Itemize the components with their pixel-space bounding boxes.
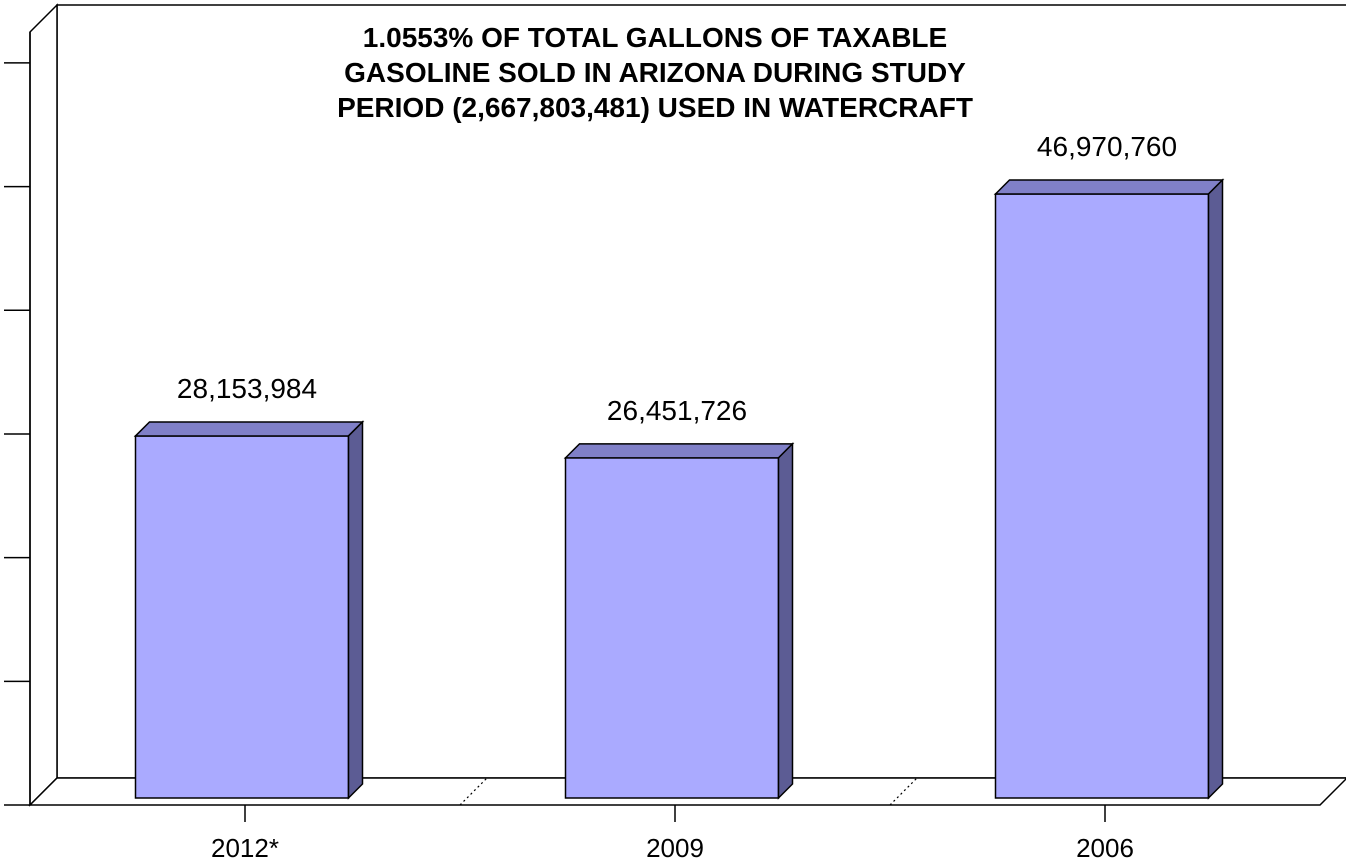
bar-top (563, 443, 795, 459)
bar (993, 178, 1225, 800)
bar-value-label: 28,153,984 (177, 373, 317, 404)
bar-side (1207, 178, 1224, 800)
chart-title-line-2: GASOLINE SOLD IN ARIZONA DURING STUDY (344, 57, 966, 88)
bar-front (564, 457, 780, 799)
category-separator (459, 777, 488, 806)
category-separator (889, 777, 918, 806)
bar-front (134, 435, 350, 799)
bar-side (777, 442, 794, 800)
x-tick-label: 2012* (211, 833, 279, 863)
x-tick-label: 2009 (646, 833, 704, 863)
bar-top (133, 421, 365, 437)
bar-top (993, 179, 1225, 195)
bar-front (994, 193, 1210, 799)
bar (563, 442, 795, 800)
chart-title-line-3: PERIOD (2,667,803,481) USED IN WATERCRAF… (337, 92, 973, 123)
bar-value-label: 26,451,726 (607, 395, 747, 426)
plot-side-wall (29, 3, 58, 807)
bar-side (347, 420, 364, 800)
chart-title-line-1: 1.0553% OF TOTAL GALLONS OF TAXABLE (363, 22, 947, 53)
x-tick-label: 2006 (1076, 833, 1134, 863)
bar (133, 420, 365, 800)
bar-value-label: 46,970,760 (1037, 131, 1177, 162)
